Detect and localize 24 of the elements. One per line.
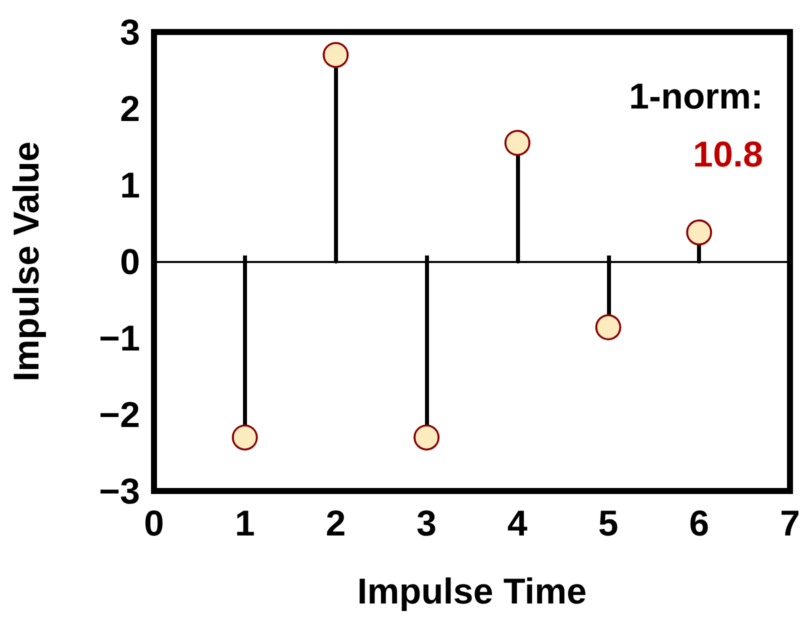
y-tick-label: −3 [98, 470, 140, 512]
y-axis-title: Impulse Value [6, 141, 46, 382]
point [504, 130, 530, 156]
y-tick-label: 3 [120, 12, 140, 52]
x-tick-label: 5 [598, 502, 618, 544]
point [232, 424, 258, 450]
x-tick-label: 6 [689, 502, 710, 544]
y-tick-label: 2 [120, 88, 140, 129]
y-tick-label: 1 [120, 164, 140, 206]
point [595, 314, 622, 340]
y-tick-label: 0 [120, 241, 140, 282]
annotation: 10.8 [692, 134, 764, 174]
y-tick-label: −2 [98, 394, 140, 435]
point [322, 42, 349, 68]
annotation: 1-norm: [629, 76, 763, 116]
y-tick-label: −1 [98, 318, 140, 358]
x-tick-label: 4 [507, 502, 528, 544]
x-tick-label: 7 [780, 502, 800, 544]
point [414, 424, 440, 450]
x-tick-label: 3 [416, 502, 437, 544]
x-axis-title: Impulse Time [357, 570, 587, 612]
point [686, 219, 712, 246]
x-tick-label: 2 [326, 502, 346, 544]
x-tick-label: 1 [234, 502, 255, 544]
